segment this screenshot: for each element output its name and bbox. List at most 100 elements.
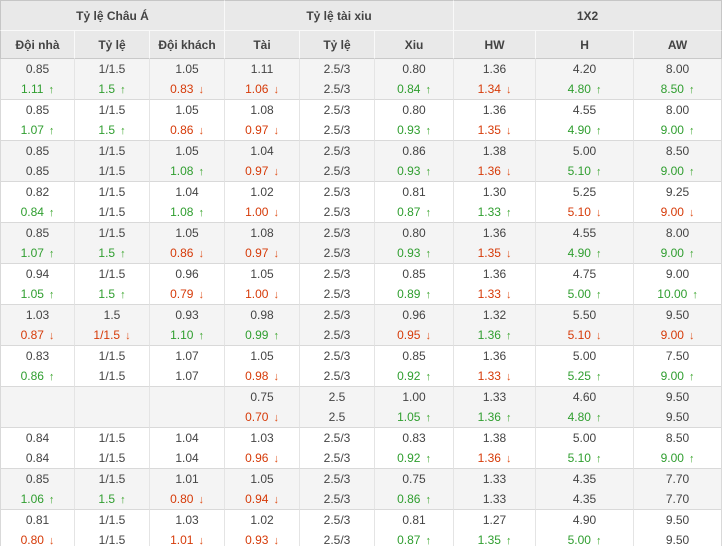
odds-row: 0.85 1/1.5 1.05 1.04 2.5/3 0.86 1.38 5.00 8.50 bbox=[0, 141, 722, 161]
odds-cell: 1.04 bbox=[225, 141, 301, 161]
odds-cell: 2.5/3 bbox=[300, 182, 376, 202]
odds-cell: 5.00 bbox=[536, 428, 635, 448]
odds-value: 9.00 bbox=[665, 267, 690, 281]
arrow-up-icon: ↑ bbox=[595, 84, 602, 96]
odds-cell: 2.5/3 bbox=[300, 264, 376, 284]
group-header-asian-handicap: Tỷ lệ Châu Á bbox=[0, 0, 226, 31]
odds-value: 2.5/3 bbox=[323, 62, 351, 76]
arrow-down-icon: ↓ bbox=[505, 166, 512, 178]
odds-value: 1.5 bbox=[98, 492, 116, 506]
odds-cell: 1.5 bbox=[75, 305, 150, 325]
arrow-up-icon: ↑ bbox=[425, 248, 431, 260]
odds-cell: 2.5/3 bbox=[300, 120, 376, 141]
odds-cell: 0.86 ↑ bbox=[0, 366, 75, 387]
arrow-down-icon: ↓ bbox=[48, 330, 55, 342]
odds-value: 1/1.5 bbox=[98, 369, 126, 383]
column-header-under: Xiu bbox=[375, 31, 455, 59]
arrow-up-icon: ↑ bbox=[120, 248, 126, 260]
odds-cell: 0.93 ↑ bbox=[375, 120, 455, 141]
odds-value: 1.05 bbox=[175, 103, 199, 117]
odds-value: 0.86 bbox=[170, 123, 194, 137]
odds-cell: 9.00 ↑ bbox=[634, 243, 722, 264]
odds-value: 1.06 bbox=[20, 492, 44, 506]
arrow-up-icon: ↑ bbox=[425, 125, 431, 137]
odds-cell: 1/1.5 bbox=[75, 141, 150, 161]
odds-value: 0.87 bbox=[397, 533, 421, 546]
odds-cell: 1.08 bbox=[225, 100, 301, 120]
odds-row: 0.70 ↓ 2.5 1.05 ↑ 1.36 ↑ 4.80 ↑ 9.50 bbox=[0, 407, 722, 428]
odds-cell: 9.00 ↓ bbox=[634, 202, 722, 223]
odds-row: 0.87 ↓ 1/1.5 ↓ 1.10 ↑ 0.99 ↑ 2.5/3 0.95 ↓ 1.36 ↑ 5.10… bbox=[0, 325, 722, 346]
odds-cell: 0.94 ↓ bbox=[225, 489, 301, 510]
odds-cell: 9.00 ↑ bbox=[634, 161, 722, 182]
odds-cell: 1.04 bbox=[150, 448, 226, 469]
odds-value: 2.5/3 bbox=[323, 328, 351, 342]
odds-value: 1.11 bbox=[21, 82, 44, 96]
odds-cell: 0.80 ↓ bbox=[0, 530, 75, 546]
odds-cell: 1.05 bbox=[150, 59, 226, 79]
odds-row: 0.85 1/1.5 1.01 1.05 2.5/3 0.75 1.33 4.35 7.70 bbox=[0, 469, 722, 489]
odds-cell: 8.50 bbox=[634, 428, 722, 448]
odds-value: 1.06 bbox=[245, 82, 269, 96]
odds-value: 1.05 bbox=[20, 287, 44, 301]
arrow-up-icon: ↑ bbox=[198, 166, 204, 178]
odds-value: 1.00 bbox=[245, 205, 269, 219]
odds-cell: 0.79 ↓ bbox=[150, 284, 226, 305]
odds-value: 2.5/3 bbox=[323, 533, 351, 546]
odds-cell: 1.05 bbox=[150, 141, 226, 161]
odds-value: 5.00 bbox=[567, 287, 591, 301]
odds-cell: 4.90 ↑ bbox=[536, 120, 635, 141]
arrow-up-icon: ↑ bbox=[273, 330, 279, 342]
odds-cell: 1.33 ↑ bbox=[454, 202, 537, 223]
odds-value: 1.36 bbox=[482, 349, 507, 363]
odds-row: 0.85 1/1.5 1.05 1.08 2.5/3 0.80 1.36 4.55 8.00 bbox=[0, 223, 722, 243]
odds-cell: 9.00 ↑ bbox=[634, 366, 722, 387]
odds-value: 1.35 bbox=[477, 123, 501, 137]
odds-value: 1.33 bbox=[482, 492, 507, 506]
odds-row: 0.75 2.5 1.00 1.33 4.60 9.50 bbox=[0, 387, 722, 407]
odds-cell: 0.93 ↓ bbox=[225, 530, 301, 546]
odds-value: 0.97 bbox=[245, 123, 269, 137]
odds-value: 5.10 bbox=[567, 164, 591, 178]
odds-cell: 0.96 bbox=[150, 264, 226, 284]
odds-cell: 0.87 ↓ bbox=[0, 325, 75, 346]
odds-cell: 4.80 ↑ bbox=[536, 407, 635, 428]
odds-cell: 0.87 ↑ bbox=[375, 530, 455, 546]
odds-value: 8.50 bbox=[665, 144, 690, 158]
odds-value: 1.36 bbox=[482, 103, 507, 117]
odds-cell: 1/1.5 bbox=[75, 182, 150, 202]
odds-cell: 0.85 bbox=[0, 100, 75, 120]
odds-value: 9.50 bbox=[665, 308, 690, 322]
odds-cell: 1.05 bbox=[225, 346, 301, 366]
odds-cell: 0.98 ↓ bbox=[225, 366, 301, 387]
odds-cell: 1.36 bbox=[454, 346, 537, 366]
odds-value: 2.5 bbox=[328, 390, 346, 404]
column-header-home-win: HW bbox=[454, 31, 537, 59]
odds-row: 1.11 ↑ 1.5 ↑ 0.83 ↓ 1.06 ↓ 2.5/3 0.84 ↑ 1.34 ↓ 4.80 ↑ 8… bbox=[0, 79, 722, 100]
odds-value: 1.5 bbox=[98, 287, 116, 301]
arrow-up-icon: ↑ bbox=[425, 412, 431, 424]
arrow-up-icon: ↑ bbox=[48, 494, 55, 506]
arrow-down-icon: ↓ bbox=[595, 330, 602, 342]
arrow-down-icon: ↓ bbox=[688, 330, 695, 342]
odds-cell: 0.84 ↑ bbox=[0, 202, 75, 223]
odds-cell: 0.96 bbox=[375, 305, 455, 325]
odds-value: 0.81 bbox=[402, 513, 426, 527]
arrow-up-icon: ↑ bbox=[505, 535, 512, 546]
arrow-down-icon: ↓ bbox=[198, 535, 204, 546]
odds-cell: 2.5/3 bbox=[300, 448, 376, 469]
odds-cell: 0.83 ↓ bbox=[150, 79, 226, 100]
odds-value: 9.50 bbox=[665, 410, 690, 424]
arrow-down-icon: ↓ bbox=[273, 289, 279, 301]
odds-value: 1/1.5 bbox=[98, 513, 126, 527]
odds-value: 0.94 bbox=[25, 267, 50, 281]
odds-row: 1.07 ↑ 1.5 ↑ 0.86 ↓ 0.97 ↓ 2.5/3 0.93 ↑ 1.35 ↓ 4.90 ↑ 9… bbox=[0, 120, 722, 141]
odds-value: 7.70 bbox=[665, 472, 690, 486]
odds-cell: 1.03 bbox=[225, 428, 301, 448]
odds-value: 1/1.5 bbox=[98, 451, 126, 465]
odds-value: 2.5/3 bbox=[323, 431, 351, 445]
odds-cell: 0.87 ↑ bbox=[375, 202, 455, 223]
odds-value: 8.00 bbox=[665, 62, 690, 76]
odds-cell: 8.00 bbox=[634, 223, 722, 243]
arrow-down-icon: ↓ bbox=[273, 412, 279, 424]
